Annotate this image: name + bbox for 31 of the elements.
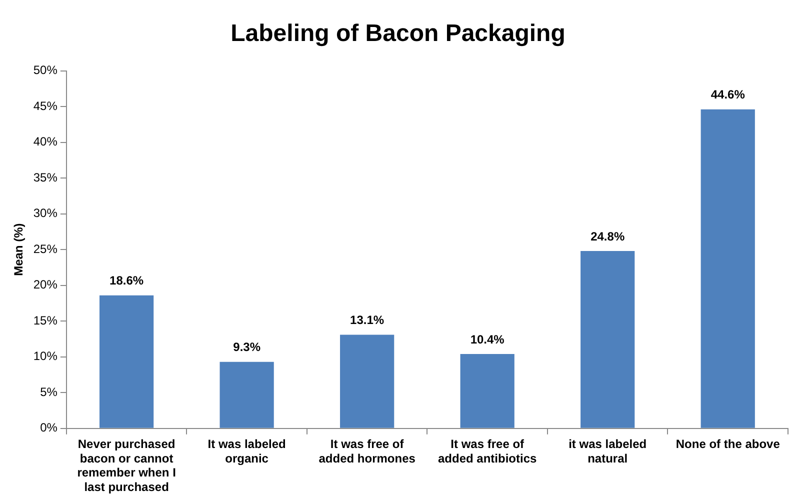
y-tick-label: 0%	[40, 420, 58, 435]
y-tick-label: 15%	[33, 313, 58, 328]
bar	[220, 362, 274, 428]
bar	[460, 354, 514, 428]
bar	[700, 109, 755, 428]
y-tick-label: 5%	[40, 384, 58, 399]
y-tick-label: 35%	[33, 170, 58, 184]
y-tick-label: 25%	[33, 242, 58, 256]
x-tick-label: Never purchased bacon or cannot remember when I last purchased	[77, 436, 176, 494]
x-tick-label: It was free of added antibiotics	[438, 436, 537, 466]
data-label: 44.6%	[710, 88, 746, 102]
data-label: 18.6%	[110, 274, 144, 288]
bar	[99, 295, 154, 428]
chart-title: Labeling of Bacon Packaging	[230, 20, 566, 48]
y-tick-label: 30%	[33, 206, 58, 220]
y-tick-label: 40%	[33, 134, 58, 149]
bar	[340, 334, 394, 428]
data-label: 9.3%	[233, 340, 261, 354]
bar	[580, 251, 635, 428]
y-tick-label: 20%	[33, 278, 58, 292]
y-tick-label: 45%	[33, 98, 58, 113]
data-label: 24.8%	[590, 229, 625, 244]
y-axis-title: Mean (%)	[12, 223, 26, 276]
data-label: 10.4%	[470, 332, 505, 346]
data-label: 13.1%	[350, 313, 384, 328]
x-tick-label: it was labeled natural	[568, 436, 647, 466]
y-tick-label: 10%	[33, 349, 58, 364]
y-tick-label: 50%	[33, 63, 58, 78]
x-tick-label: It was labeled organic	[208, 436, 286, 466]
x-tick-label: None of the above	[676, 436, 780, 451]
x-tick-label: It was free of added hormones	[318, 436, 416, 466]
